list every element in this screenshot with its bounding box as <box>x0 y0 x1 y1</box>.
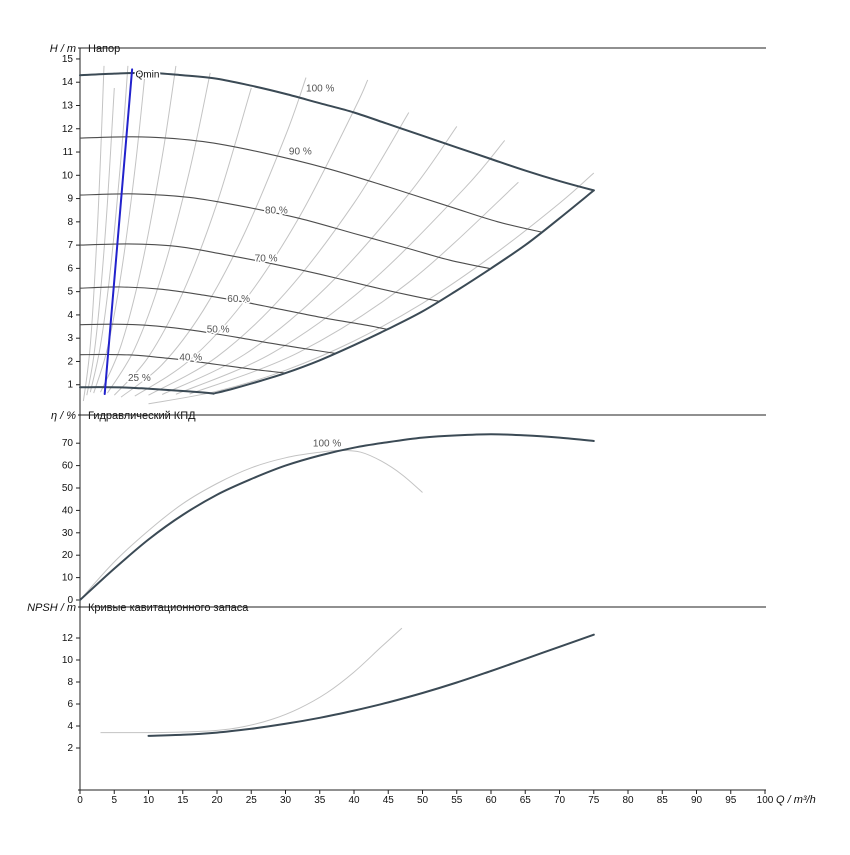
y-tick-label: 4 <box>67 310 73 321</box>
y-tick-label: 20 <box>62 550 74 561</box>
curve-label-100: 100 % <box>306 84 334 95</box>
x-tick-label: 25 <box>246 795 258 806</box>
x-tick-label: 30 <box>280 795 292 806</box>
series-speed-40 <box>79 353 286 374</box>
series-min-speed-25 <box>79 386 215 395</box>
x-tick-label: 60 <box>485 795 497 806</box>
y-tick-label: 30 <box>62 528 74 539</box>
series-iso-efficiency-4 <box>93 72 146 394</box>
x-tick-label: 85 <box>657 795 669 806</box>
series-iso-efficiency-10 <box>148 112 410 396</box>
y-tick-label: 50 <box>62 483 74 494</box>
curve-label-80: 80 % <box>265 206 288 217</box>
y-tick-label: 6 <box>67 263 73 274</box>
y-tick-label: 70 <box>62 438 74 449</box>
y-tick-label: 11 <box>63 147 74 158</box>
series-speed-60 <box>79 286 389 331</box>
x-tick-label: 10 <box>143 795 155 806</box>
x-tick-label: 55 <box>451 795 463 806</box>
series-efficiency-trimmed <box>79 449 423 601</box>
efficiency-axis-unit-label: η / % <box>51 410 76 422</box>
curve-label-50: 50 % <box>207 324 230 335</box>
x-tick-label: 95 <box>725 795 737 806</box>
x-tick-label: 45 <box>383 795 395 806</box>
x-tick-label: 35 <box>314 795 326 806</box>
series-iso-efficiency-12 <box>175 140 506 395</box>
y-tick-label: 12 <box>62 124 74 135</box>
x-tick-label: 20 <box>211 795 223 806</box>
series-speed-70 <box>79 243 440 302</box>
x-tick-label: 90 <box>691 795 703 806</box>
y-tick-label: 6 <box>67 699 73 710</box>
series-iso-efficiency-6 <box>106 72 211 394</box>
y-tick-label: 10 <box>62 655 74 666</box>
x-tick-label: 50 <box>417 795 429 806</box>
x-tick-label: 5 <box>111 795 117 806</box>
x-tick-label: 40 <box>348 795 360 806</box>
y-tick-label: 0 <box>67 595 73 606</box>
x-tick-label: 0 <box>77 795 83 806</box>
series-speed-80 <box>79 193 492 270</box>
npsh-axis-unit-label: NPSH / m <box>27 602 76 614</box>
x-tick-label: 75 <box>588 795 600 806</box>
series-iso-efficiency-8 <box>120 77 307 398</box>
series-iso-efficiency-14 <box>148 172 595 405</box>
series-npsh-trimmed <box>100 627 403 734</box>
y-tick-label: 4 <box>67 721 73 732</box>
head-panel-title: Напор <box>88 43 120 55</box>
curve-label-90: 90 % <box>289 146 312 157</box>
curve-label-25: 25 % <box>128 373 151 384</box>
x-tick-label: 80 <box>622 795 634 806</box>
curve-label-60: 60 % <box>227 294 250 305</box>
curve-label-40: 40 % <box>179 352 202 363</box>
y-tick-label: 10 <box>62 170 74 181</box>
x-tick-label: 15 <box>177 795 189 806</box>
series-iso-efficiency-9 <box>134 79 369 397</box>
y-tick-label: 8 <box>67 677 73 688</box>
series-npsh-100 <box>147 633 595 737</box>
y-tick-label: 12 <box>62 633 74 644</box>
y-tick-label: 13 <box>62 100 74 111</box>
efficiency-panel-title: Гидравлический КПД <box>88 410 196 422</box>
curve-label-100: 100 % <box>313 439 341 450</box>
y-tick-label: 2 <box>67 743 73 754</box>
y-tick-label: 40 <box>62 505 74 516</box>
series-iso-efficiency-5 <box>100 65 177 393</box>
series-iso-efficiency-2 <box>86 87 115 396</box>
y-tick-label: 9 <box>67 194 73 205</box>
npsh-panel-title: Кривые кавитационного запаса <box>88 602 249 614</box>
series-speed-90 <box>79 136 543 233</box>
x-tick-label: 65 <box>520 795 532 806</box>
x-tick-label: 100 <box>757 795 774 806</box>
series-max-flow-boundary <box>212 189 595 395</box>
y-tick-label: 10 <box>62 573 74 584</box>
series-iso-efficiency-7 <box>113 87 252 396</box>
series-iso-efficiency-3 <box>89 65 129 393</box>
y-tick-label: 7 <box>67 240 73 251</box>
x-axis-unit-label: Q / m³/h <box>776 794 816 806</box>
y-tick-label: 3 <box>67 333 73 344</box>
x-tick-label: 70 <box>554 795 566 806</box>
curve-label-Qmin: Qmin <box>135 70 159 81</box>
series-speed-50 <box>79 323 337 355</box>
y-tick-label: 14 <box>62 77 74 88</box>
series-iso-efficiency-1 <box>82 65 105 402</box>
y-tick-label: 5 <box>67 287 73 298</box>
series-qmin-limit <box>103 68 134 395</box>
y-tick-label: 60 <box>62 461 74 472</box>
y-tick-label: 8 <box>67 217 73 228</box>
head-axis-unit-label: H / m <box>50 43 76 55</box>
curve-label-70: 70 % <box>255 253 278 264</box>
series-efficiency-100 <box>79 433 595 601</box>
y-tick-label: 1 <box>67 380 73 391</box>
series-iso-efficiency-13 <box>189 181 519 395</box>
y-tick-label: 2 <box>67 356 73 367</box>
series-max-speed-100 <box>79 71 595 192</box>
y-tick-label: 15 <box>62 54 74 65</box>
series-iso-efficiency-11 <box>161 126 458 395</box>
